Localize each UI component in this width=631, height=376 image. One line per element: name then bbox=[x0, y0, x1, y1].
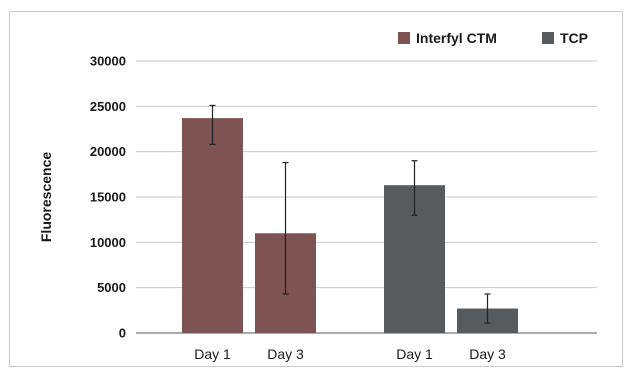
y-tick-label: 25000 bbox=[90, 99, 126, 114]
y-tick-label: 30000 bbox=[90, 54, 126, 69]
y-tick-label: 20000 bbox=[90, 144, 126, 159]
y-tick-label: 10000 bbox=[90, 235, 126, 250]
bar bbox=[182, 118, 243, 334]
legend-label: Interfyl CTM bbox=[416, 30, 497, 46]
x-tick-label: Day 3 bbox=[267, 346, 304, 362]
x-tick-label: Day 3 bbox=[469, 346, 506, 362]
y-tick-label: 0 bbox=[119, 326, 126, 341]
legend-label: TCP bbox=[560, 30, 588, 46]
y-tick-label: 15000 bbox=[90, 190, 126, 205]
y-tick-label: 5000 bbox=[97, 280, 126, 295]
legend-swatch bbox=[542, 32, 554, 44]
y-axis-title: Fluorescence bbox=[38, 152, 54, 242]
x-tick-label: Day 1 bbox=[194, 346, 231, 362]
legend-swatch bbox=[398, 32, 410, 44]
x-tick-label: Day 1 bbox=[396, 346, 433, 362]
